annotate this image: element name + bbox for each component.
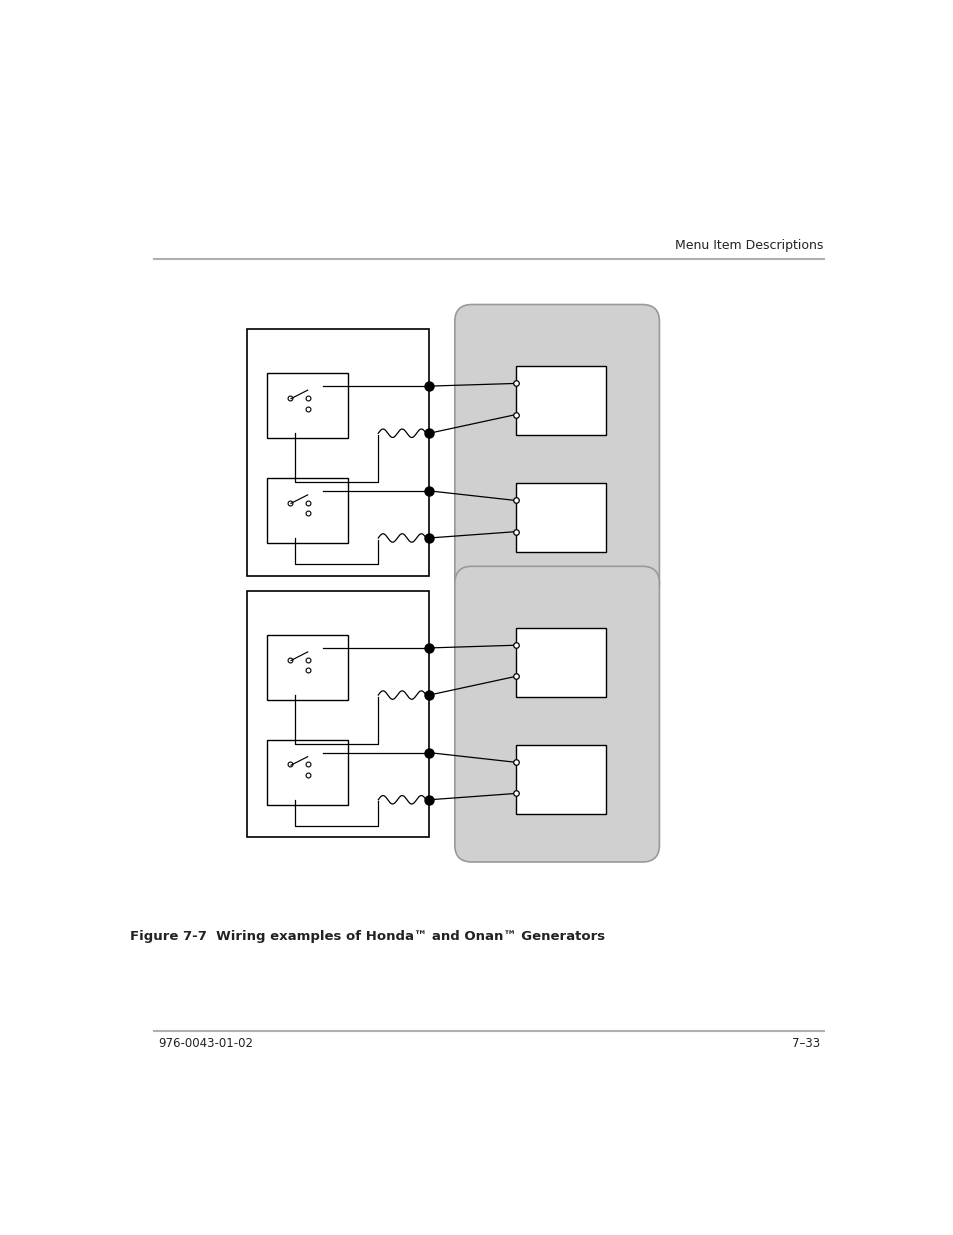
FancyBboxPatch shape bbox=[266, 373, 348, 438]
Text: Menu Item Descriptions: Menu Item Descriptions bbox=[675, 238, 822, 252]
FancyBboxPatch shape bbox=[266, 635, 348, 700]
FancyBboxPatch shape bbox=[247, 330, 429, 576]
FancyBboxPatch shape bbox=[455, 305, 659, 600]
FancyBboxPatch shape bbox=[247, 592, 429, 837]
FancyBboxPatch shape bbox=[516, 483, 605, 552]
FancyBboxPatch shape bbox=[516, 745, 605, 814]
Text: 7–33: 7–33 bbox=[791, 1037, 819, 1050]
Text: 976-0043-01-02: 976-0043-01-02 bbox=[158, 1037, 253, 1050]
FancyBboxPatch shape bbox=[455, 567, 659, 862]
FancyBboxPatch shape bbox=[266, 478, 348, 543]
FancyBboxPatch shape bbox=[516, 627, 605, 698]
FancyBboxPatch shape bbox=[266, 740, 348, 805]
FancyBboxPatch shape bbox=[516, 366, 605, 436]
Text: Figure 7-7  Wiring examples of Honda™ and Onan™ Generators: Figure 7-7 Wiring examples of Honda™ and… bbox=[130, 930, 604, 942]
